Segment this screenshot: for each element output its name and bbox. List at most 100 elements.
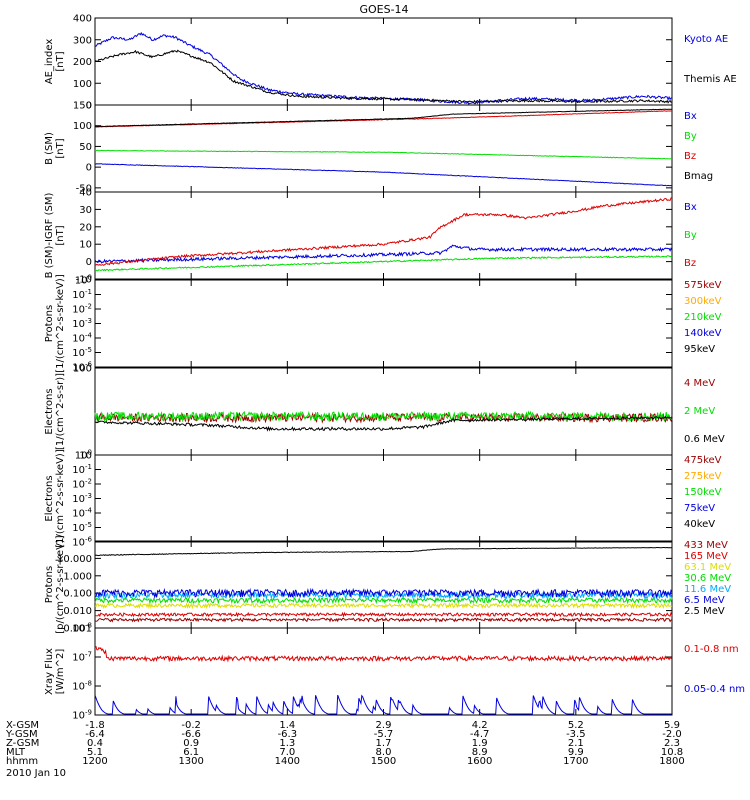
legend-entry: 275keV (684, 471, 722, 482)
series-line (94, 587, 673, 599)
ephemeris-value: 5.2 (568, 720, 584, 731)
panel-0: 0 100 200 300 400 AE_index [nT] Kyoto AE Themis … (44, 14, 737, 112)
y-axis-label: [nT] (55, 138, 66, 158)
y-tick-label: 100 (73, 121, 92, 132)
y-tick-label: 10-4 (72, 507, 92, 520)
y-tick-label: 100 (73, 364, 92, 375)
y-axis-label: [1/(cm^2-s-sr-keV)] (55, 449, 66, 548)
ephemeris-value: 1.3 (279, 738, 295, 749)
ephemeris-value: -6.4 (85, 729, 105, 740)
y-tick-label: 0 (86, 101, 92, 112)
panel-frame (94, 627, 673, 716)
series-line (94, 31, 673, 105)
legend-entry: Bz (684, 258, 696, 269)
legend-entry: 300keV (684, 296, 722, 307)
y-tick-label: 10-8 (72, 680, 92, 693)
y-axis-label: [p/(cm^2-s-sr-keV)] (55, 535, 66, 634)
ephemeris-value: -2.0 (662, 729, 682, 740)
y-tick-label: -50 (76, 183, 92, 194)
ephemeris-value: 2.9 (376, 720, 392, 731)
y-tick-label: 10 (79, 451, 92, 462)
y-axis-label: Protons (44, 305, 55, 342)
ephemeris-row-label: MLT (6, 747, 26, 758)
y-axis-label: Electrons (44, 475, 55, 521)
series-line (94, 149, 673, 160)
y-tick-label: 10-1 (72, 463, 92, 476)
ephemeris-value: 1800 (659, 756, 684, 767)
series-line (94, 596, 673, 605)
legend-entry: 140keV (684, 328, 722, 339)
y-tick-label: -10 (76, 275, 92, 286)
y-tick-label: 0.100 (63, 589, 92, 600)
legend-entry: 150keV (684, 487, 722, 498)
y-tick-label: 10-3 (72, 492, 92, 505)
ephemeris-value: 5.1 (87, 747, 103, 758)
panel-frame (94, 367, 673, 456)
series-line (94, 546, 673, 557)
ephemeris-value: 8.0 (376, 747, 392, 758)
ephemeris-value: 1600 (467, 756, 492, 767)
ephemeris-row-label: Y-GSM (5, 729, 38, 740)
legend-entry: 95keV (684, 344, 715, 355)
series-line (94, 611, 673, 618)
series-line (94, 602, 673, 610)
panel-2: -10 0 10 20 30 40 B (SM)-IGRF (SM) [nT] Bx By Bz (44, 188, 697, 286)
legend-entry: By (684, 230, 697, 241)
ephemeris-value: 6.1 (183, 747, 199, 758)
y-tick-label: 10-5 (72, 521, 92, 534)
ephemeris-value: -6.6 (181, 729, 201, 740)
y-tick-label: 150 (73, 101, 92, 112)
y-tick-label: 10-2 (72, 478, 92, 491)
ephemeris-value: 1500 (371, 756, 396, 767)
legend-entry: 11.6 MeV (684, 584, 731, 595)
ephemeris-value: 7.0 (279, 747, 295, 758)
y-tick-label: 0.010 (63, 606, 92, 617)
legend-entry: Bz (684, 151, 696, 162)
ephemeris-value: 1200 (82, 756, 107, 767)
legend-entry: 2.5 MeV (684, 606, 725, 617)
series-line (94, 197, 673, 266)
y-tick-label: 10-6 (72, 361, 92, 374)
y-tick-label: 10-3 (72, 317, 92, 330)
ephemeris-value: 4.2 (472, 720, 488, 731)
ephemeris-value: -1.8 (85, 720, 105, 731)
ephemeris-value: 9.9 (568, 747, 584, 758)
y-tick-label: 10.000 (57, 554, 92, 565)
ephemeris-value: 2.3 (664, 738, 680, 749)
y-tick-label: 0 (86, 257, 92, 268)
y-tick-label: 10-6 (72, 536, 92, 549)
y-axis-label: Protons (44, 566, 55, 603)
panel-frame (94, 454, 673, 543)
series-line (94, 694, 672, 715)
ephemeris-value: -6.3 (278, 729, 298, 740)
ephemeris-value: -3.5 (566, 729, 586, 740)
chart-title: GOES-14 (359, 3, 408, 16)
ephemeris-value: 0.9 (183, 738, 199, 749)
legend-entry: 2 MeV (684, 406, 715, 417)
ephemeris-value: 1400 (275, 756, 300, 767)
y-axis-label: B (SM)-IGRF (SM) (44, 193, 55, 279)
y-axis-label: AE_index (44, 39, 55, 85)
ephemeris-value: 1300 (178, 756, 203, 767)
legend-entry: 433 MeV (684, 540, 728, 551)
panel-frame (94, 279, 673, 368)
y-axis-label: [1/(cm^2-s-sr-keV)] (55, 274, 66, 373)
y-tick-label: 10-8 (72, 622, 92, 635)
ephemeris-value: 2.1 (568, 738, 584, 749)
y-tick-label: 10-2 (72, 303, 92, 316)
y-axis-label: B (SM) (44, 132, 55, 165)
legend-entry: 475keV (684, 455, 722, 466)
y-tick-label: 30 (79, 205, 92, 216)
ephemeris-value: 1.9 (472, 738, 488, 749)
legend-entry: Bx (684, 202, 697, 213)
ephemeris-value: 1.7 (376, 738, 392, 749)
y-tick-label: 1.000 (63, 571, 92, 582)
panel-1: -50 0 50 100 150 B (SM) [nT] Bx By Bz Bmag (44, 101, 713, 195)
series-line (94, 617, 673, 623)
series-line (95, 108, 672, 128)
series-line (94, 49, 673, 104)
ephemeris-value: 0.4 (87, 738, 103, 749)
legend-entry: 165 MeV (684, 551, 728, 562)
